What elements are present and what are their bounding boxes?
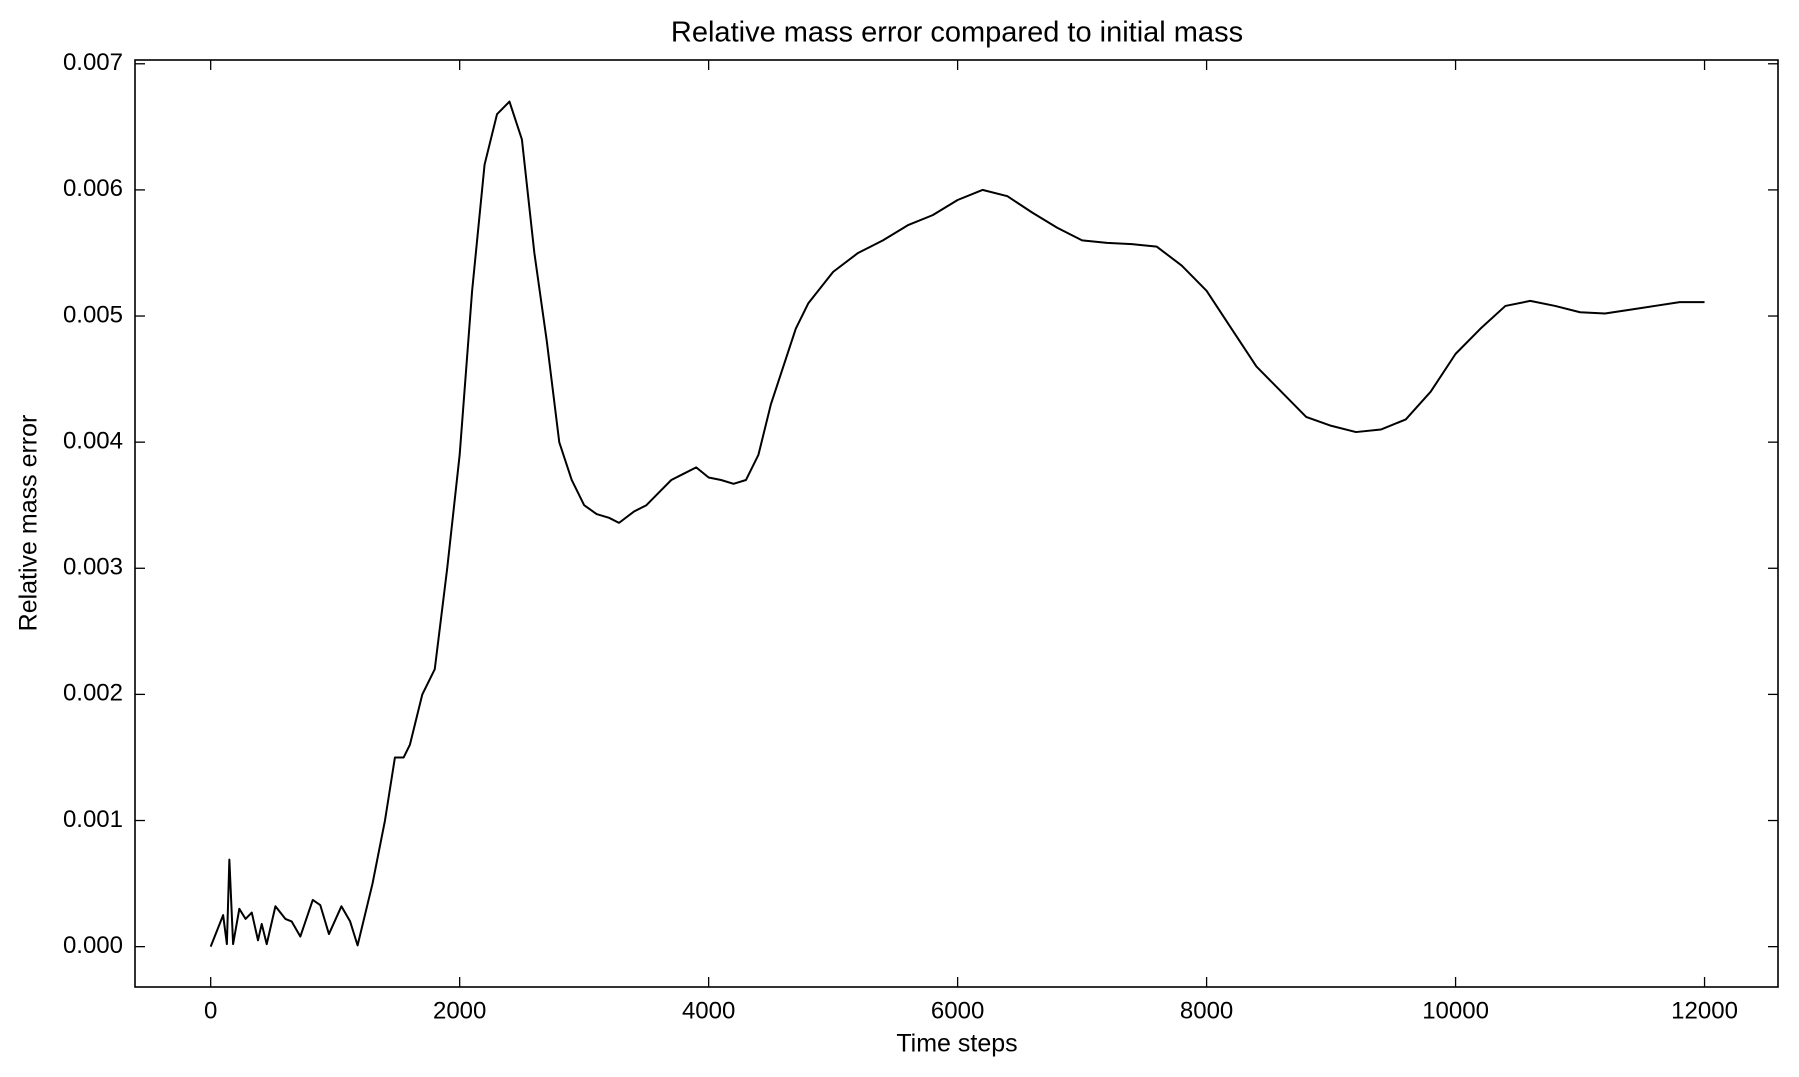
- x-axis-label: Time steps: [896, 1030, 1017, 1058]
- x-tick-label: 4000: [682, 997, 735, 1024]
- chart-title: Relative mass error compared to initial …: [671, 17, 1243, 49]
- y-tick-label: 0.001: [63, 806, 123, 833]
- y-tick-label: 0.007: [63, 49, 123, 76]
- y-tick-label: 0.005: [63, 301, 123, 328]
- x-tick-label: 10000: [1422, 997, 1489, 1024]
- line-series: [209, 100, 1705, 948]
- y-axis-label: Relative mass error: [15, 415, 43, 632]
- x-tick-label: 6000: [931, 997, 984, 1024]
- y-tick-label: 0.000: [63, 932, 123, 959]
- y-tick-label: 0.004: [63, 427, 123, 454]
- x-tick-label: 8000: [1180, 997, 1233, 1024]
- y-tick-label: 0.006: [63, 175, 123, 202]
- y-tick-label: 0.003: [63, 554, 123, 581]
- x-tick-label: 2000: [433, 997, 486, 1024]
- x-tick-label: 0: [204, 997, 217, 1024]
- plot-frame: [134, 59, 1779, 988]
- x-tick-label: 12000: [1671, 997, 1738, 1024]
- y-tick-label: 0.002: [63, 680, 123, 707]
